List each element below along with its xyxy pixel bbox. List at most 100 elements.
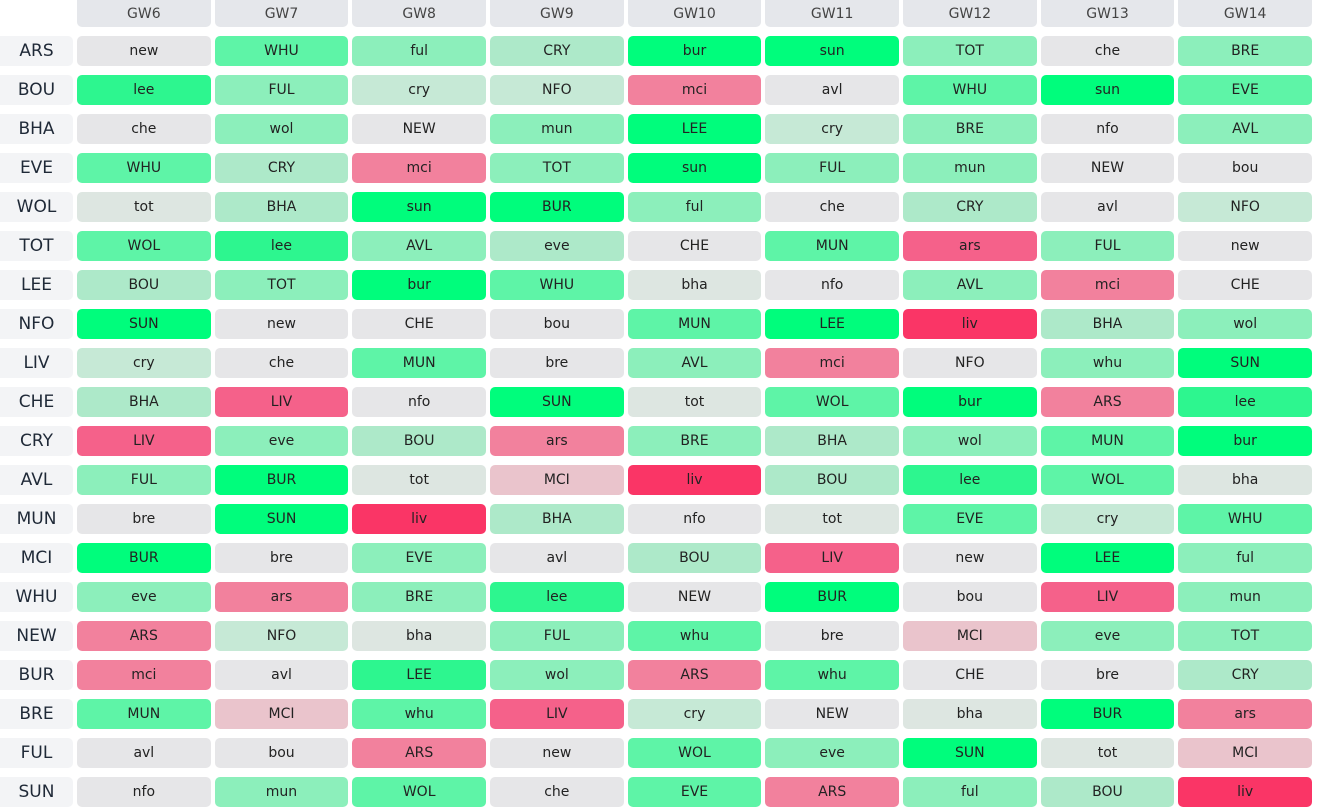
fixture-cell[interactable]: new [77, 36, 211, 66]
fixture-cell[interactable]: NFO [903, 348, 1037, 378]
fixture-cell[interactable]: CRY [490, 36, 624, 66]
fixture-cell[interactable]: che [1040, 36, 1175, 66]
fixture-cell[interactable]: new [1178, 231, 1312, 261]
fixture-cell[interactable]: NFO [214, 621, 349, 651]
fixture-cell[interactable]: AVL [352, 231, 486, 261]
fixture-cell[interactable]: mun [903, 153, 1037, 183]
fixture-cell[interactable]: LEE [352, 660, 486, 690]
fixture-cell[interactable]: LIV [1040, 582, 1175, 612]
fixture-cell[interactable]: whu [352, 699, 486, 729]
fixture-cell[interactable]: bre [765, 621, 899, 651]
fixture-cell[interactable]: BRE [1178, 36, 1312, 66]
fixture-cell[interactable]: ars [490, 426, 624, 456]
fixture-cell[interactable]: SUN [490, 387, 624, 417]
fixture-cell[interactable]: CHE [1178, 270, 1312, 300]
fixture-cell[interactable]: LEE [627, 114, 762, 144]
fixture-cell[interactable]: ars [1178, 699, 1312, 729]
fixture-cell[interactable]: cry [627, 699, 762, 729]
fixture-cell[interactable]: BHA [1040, 309, 1175, 339]
fixture-cell[interactable]: LEE [765, 309, 899, 339]
fixture-cell[interactable]: CHE [627, 231, 762, 261]
fixture-cell[interactable]: bre [214, 543, 349, 573]
fixture-cell[interactable]: mci [765, 348, 899, 378]
fixture-cell[interactable]: bha [1178, 465, 1312, 495]
fixture-cell[interactable]: SUN [77, 309, 211, 339]
fixture-cell[interactable]: sun [352, 192, 486, 222]
fixture-cell[interactable]: cry [77, 348, 211, 378]
gameweek-header[interactable]: GW8 [352, 0, 486, 27]
fixture-cell[interactable]: wol [214, 114, 349, 144]
gameweek-header[interactable]: GW6 [77, 0, 211, 27]
fixture-cell[interactable]: MCI [490, 465, 624, 495]
fixture-cell[interactable]: NEW [627, 582, 762, 612]
fixture-cell[interactable]: cry [1040, 504, 1175, 534]
fixture-cell[interactable]: che [490, 777, 624, 807]
fixture-cell[interactable]: ARS [77, 621, 211, 651]
fixture-cell[interactable]: liv [1178, 777, 1312, 807]
fixture-cell[interactable]: MUN [765, 231, 899, 261]
fixture-cell[interactable]: SUN [1178, 348, 1312, 378]
fixture-cell[interactable]: nfo [1040, 114, 1175, 144]
fixture-cell[interactable]: WHU [77, 153, 211, 183]
fixture-cell[interactable]: eve [765, 738, 899, 768]
fixture-cell[interactable]: FUL [765, 153, 899, 183]
fixture-cell[interactable]: new [214, 309, 349, 339]
fixture-cell[interactable]: WOL [77, 231, 211, 261]
fixture-cell[interactable]: MCI [214, 699, 349, 729]
fixture-cell[interactable]: lee [1178, 387, 1312, 417]
fixture-cell[interactable]: bre [490, 348, 624, 378]
fixture-cell[interactable]: BRE [627, 426, 762, 456]
fixture-cell[interactable]: NEW [765, 699, 899, 729]
fixture-cell[interactable]: BUR [765, 582, 899, 612]
fixture-cell[interactable]: che [77, 114, 211, 144]
fixture-cell[interactable]: LIV [765, 543, 899, 573]
fixture-cell[interactable]: whu [1040, 348, 1175, 378]
fixture-cell[interactable]: MUN [77, 699, 211, 729]
fixture-cell[interactable]: eve [214, 426, 349, 456]
fixture-cell[interactable]: EVE [903, 504, 1037, 534]
fixture-cell[interactable]: BUR [214, 465, 349, 495]
fixture-cell[interactable]: BOU [627, 543, 762, 573]
fixture-cell[interactable]: mun [214, 777, 349, 807]
fixture-cell[interactable]: liv [352, 504, 486, 534]
fixture-cell[interactable]: ARS [1040, 387, 1175, 417]
fixture-cell[interactable]: BOU [77, 270, 211, 300]
fixture-cell[interactable]: BHA [490, 504, 624, 534]
fixture-cell[interactable]: NFO [1178, 192, 1312, 222]
fixture-cell[interactable]: MUN [352, 348, 486, 378]
fixture-cell[interactable]: ful [1178, 543, 1312, 573]
fixture-cell[interactable]: LIV [77, 426, 211, 456]
fixture-cell[interactable]: mun [490, 114, 624, 144]
fixture-cell[interactable]: mci [627, 75, 762, 105]
fixture-cell[interactable]: BOU [1040, 777, 1175, 807]
fixture-cell[interactable]: tot [352, 465, 486, 495]
fixture-cell[interactable]: AVL [627, 348, 762, 378]
fixture-cell[interactable]: eve [1040, 621, 1175, 651]
fixture-cell[interactable]: avl [77, 738, 211, 768]
fixture-cell[interactable]: AVL [903, 270, 1037, 300]
fixture-cell[interactable]: che [765, 192, 899, 222]
fixture-cell[interactable]: BHA [214, 192, 349, 222]
fixture-cell[interactable]: MUN [627, 309, 762, 339]
fixture-cell[interactable]: wol [903, 426, 1037, 456]
fixture-cell[interactable]: SUN [214, 504, 349, 534]
gameweek-header[interactable]: GW11 [765, 0, 899, 27]
fixture-cell[interactable]: mci [352, 153, 486, 183]
gameweek-header[interactable]: GW9 [490, 0, 624, 27]
fixture-cell[interactable]: whu [765, 660, 899, 690]
fixture-cell[interactable]: CHE [903, 660, 1037, 690]
fixture-cell[interactable]: bur [352, 270, 486, 300]
fixture-cell[interactable]: EVE [627, 777, 762, 807]
fixture-cell[interactable]: lee [490, 582, 624, 612]
fixture-cell[interactable]: BOU [352, 426, 486, 456]
fixture-cell[interactable]: FUL [77, 465, 211, 495]
fixture-cell[interactable]: bur [1178, 426, 1312, 456]
fixture-cell[interactable]: MCI [1178, 738, 1312, 768]
fixture-cell[interactable]: ars [903, 231, 1037, 261]
fixture-cell[interactable]: LEE [1040, 543, 1175, 573]
gameweek-header[interactable]: GW13 [1040, 0, 1175, 27]
fixture-cell[interactable]: BOU [765, 465, 899, 495]
fixture-cell[interactable]: sun [765, 36, 899, 66]
fixture-cell[interactable]: WOL [627, 738, 762, 768]
fixture-cell[interactable]: BRE [352, 582, 486, 612]
